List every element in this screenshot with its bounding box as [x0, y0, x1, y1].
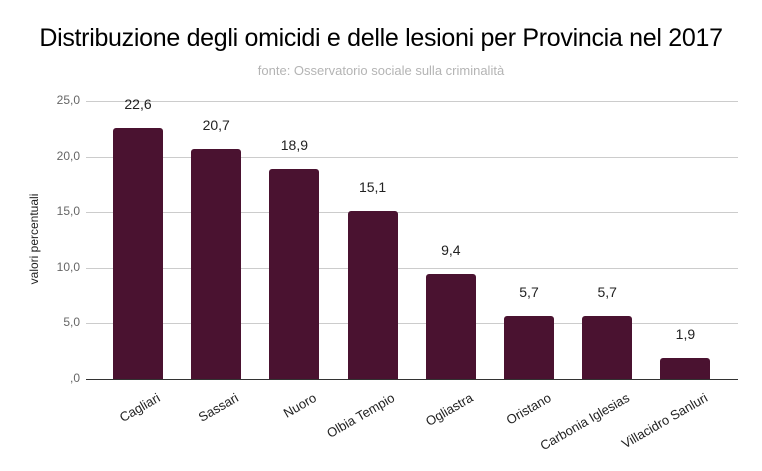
- bar-value-label: 5,7: [519, 283, 539, 300]
- gridline: [86, 156, 738, 158]
- x-category-label: Nuoro: [280, 390, 319, 421]
- bar-value-label: 9,4: [441, 242, 461, 259]
- y-tick-label: 20,0: [56, 148, 80, 163]
- bar-value-label: 15,1: [358, 179, 387, 196]
- y-tick-label: 15,0: [56, 204, 80, 219]
- x-category-label: Villacidro Sanluri: [618, 390, 710, 452]
- gridline: [86, 267, 738, 269]
- gridline: [86, 323, 738, 325]
- bar[interactable]: [582, 315, 633, 379]
- gridline: [86, 101, 738, 102]
- x-category-label: Oristano: [503, 390, 554, 428]
- bar[interactable]: [347, 211, 398, 379]
- x-category-label: Ogliastra: [422, 390, 476, 430]
- bar-value-label: 5,7: [597, 283, 617, 300]
- x-category-label: Olbia Tempio: [324, 390, 398, 441]
- bar-value-label: 22,6: [124, 95, 152, 112]
- bar[interactable]: [660, 357, 711, 379]
- x-category-label: Cagliari: [116, 390, 163, 426]
- bar[interactable]: [269, 168, 320, 379]
- y-tick-label: 25,0: [56, 93, 80, 107]
- chart-subtitle: fonte: Osservatorio sociale sulla crimin…: [257, 63, 505, 78]
- bar-value-label: 20,7: [202, 116, 230, 133]
- bar[interactable]: [425, 274, 476, 379]
- bar[interactable]: [191, 148, 242, 379]
- x-axis-line: [86, 379, 738, 380]
- bar[interactable]: [113, 127, 163, 379]
- y-axis-label: valori percentuali: [27, 193, 41, 285]
- y-tick-label: 5,0: [63, 315, 80, 330]
- chart-title: Distribuzione degli omicidi e delle lesi…: [39, 24, 723, 52]
- bar-value-label: 18,9: [280, 136, 309, 153]
- bar[interactable]: [504, 315, 554, 379]
- gridline: [86, 212, 738, 214]
- y-tick-label: 10,0: [56, 259, 80, 274]
- y-tick-label: ,0: [69, 371, 80, 385]
- bar-value-label: 1,9: [675, 325, 696, 342]
- x-category-label: Sassari: [195, 390, 241, 425]
